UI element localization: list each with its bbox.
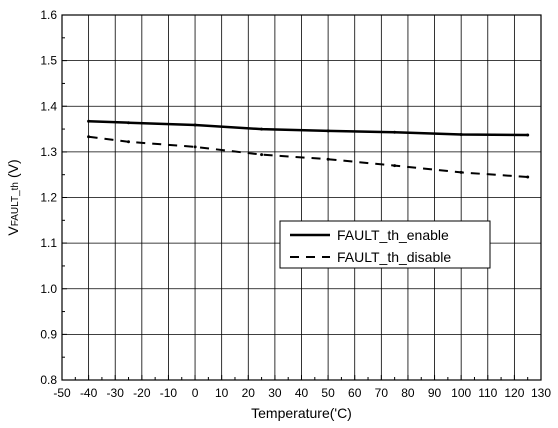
- y-axis-label: VFAULT_th (V): [5, 159, 21, 235]
- y-tick-label: 1.0: [40, 282, 57, 296]
- x-tick-label: -10: [160, 386, 178, 400]
- data-point: [127, 140, 130, 144]
- y-tick-label: 1.4: [40, 99, 57, 113]
- data-point: [393, 164, 397, 168]
- x-tick-label: -50: [53, 386, 71, 400]
- grid-lines: [62, 15, 541, 380]
- series-line-fault-th-enable: [88, 120, 528, 137]
- series-lines: [87, 119, 530, 179]
- data-point: [526, 133, 530, 137]
- y-tick-label: 1.2: [40, 191, 57, 205]
- data-point: [393, 130, 397, 134]
- x-tick-label: 90: [428, 386, 442, 400]
- data-point: [87, 135, 91, 139]
- data-point: [193, 145, 197, 149]
- data-point: [459, 133, 463, 136]
- x-tick-label: 0: [192, 386, 199, 400]
- x-tick-label: 20: [242, 386, 256, 400]
- y-tick-label: 1.1: [40, 236, 57, 250]
- x-tick-label: 130: [531, 386, 551, 400]
- x-tick-label: 30: [268, 386, 282, 400]
- x-tick-label: 50: [321, 386, 335, 400]
- data-point: [87, 119, 91, 123]
- y-tick-labels: 0.8 0.9 1.0 1.1 1.2 1.3 1.4 1.5 1.6: [40, 8, 57, 387]
- y-tick-label: 1.5: [40, 54, 57, 68]
- x-tick-label: 100: [451, 386, 471, 400]
- legend-label-fault-th-disable: FAULT_th_disable: [337, 249, 451, 265]
- data-point: [260, 127, 264, 131]
- x-tick-label: 40: [295, 386, 309, 400]
- x-tick-labels: -50 -40 -30 -20 -10 0 10 20 30 40 50 60 70 80 90 100 110…: [53, 386, 551, 400]
- legend: FAULT_th_enable FAULT_th_disable: [279, 220, 491, 269]
- data-point: [526, 175, 530, 179]
- data-point: [260, 153, 264, 157]
- data-point: [326, 129, 330, 133]
- x-tick-label: -20: [133, 386, 151, 400]
- legend-box: [279, 220, 491, 269]
- x-tick-label: 110: [478, 386, 497, 400]
- x-tick-label: -30: [107, 386, 125, 400]
- y-tick-label: 1.3: [40, 145, 57, 159]
- x-tick-label: -40: [80, 386, 98, 400]
- x-tick-label: 70: [375, 386, 389, 400]
- data-point: [193, 123, 197, 127]
- y-tick-label: 1.6: [40, 8, 57, 22]
- y-tick-label: 0.8: [40, 373, 57, 387]
- x-axis-label: Temperature('C): [251, 405, 352, 421]
- x-tick-label: 10: [215, 386, 229, 400]
- plot-frame: [61, 14, 542, 381]
- data-point: [326, 157, 330, 161]
- data-point: [127, 121, 130, 125]
- x-tick-label: 80: [401, 386, 415, 400]
- data-point: [459, 170, 463, 174]
- y-axis-label-unit: (V): [5, 159, 21, 178]
- series-line-fault-th-disable: [88, 135, 528, 178]
- y-axis-label-main: V: [5, 226, 21, 236]
- x-tick-label: 60: [348, 386, 362, 400]
- y-axis-label-subscript: FAULT_th: [10, 182, 21, 226]
- legend-label-fault-th-enable: FAULT_th_enable: [337, 227, 449, 243]
- y-tick-label: 0.9: [40, 327, 57, 341]
- x-tick-label: 120: [504, 386, 524, 400]
